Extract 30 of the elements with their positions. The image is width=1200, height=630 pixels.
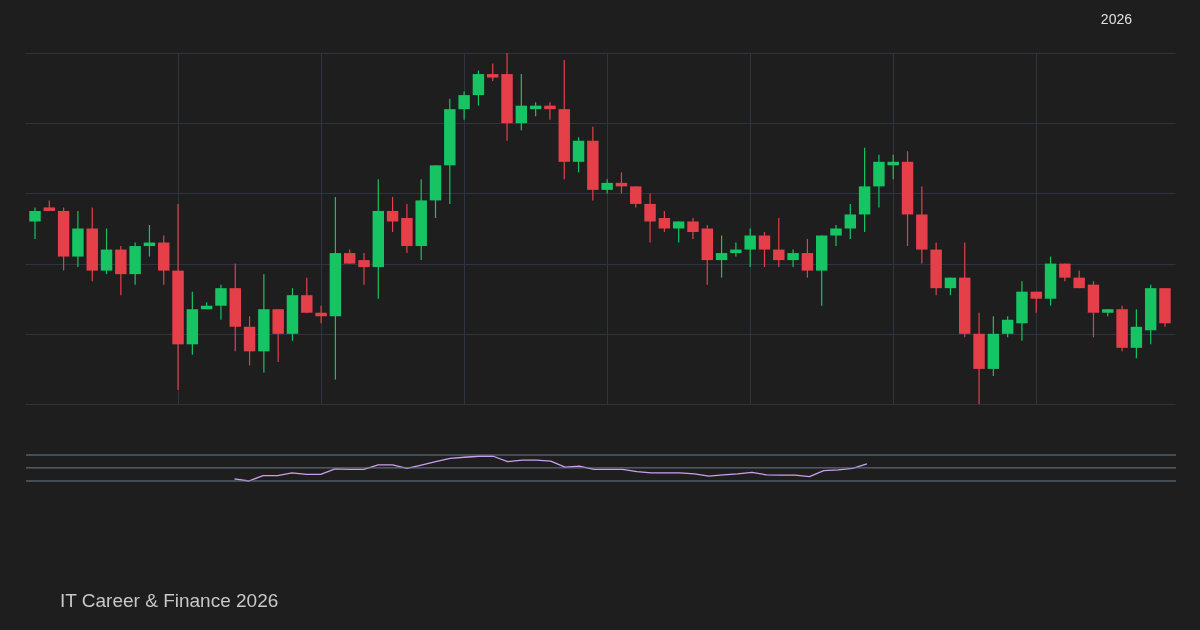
candlestick <box>715 234 728 279</box>
candlestick <box>572 136 585 173</box>
text: 2026 <box>1100 11 1132 27</box>
candlestick <box>830 224 842 247</box>
candlestick <box>787 248 799 268</box>
candlestick <box>544 101 556 121</box>
candlestick <box>630 185 642 209</box>
candlestick <box>29 206 41 240</box>
candlestick <box>100 227 113 275</box>
candlestick <box>758 231 771 268</box>
candlestick <box>644 192 656 244</box>
candlestick <box>1001 315 1014 338</box>
candlestick <box>515 73 528 131</box>
candlestick <box>844 203 857 240</box>
candlestick <box>215 284 227 321</box>
candlestick <box>658 210 671 233</box>
candlestick <box>315 305 327 324</box>
candlestick <box>358 252 370 286</box>
candlestick <box>301 277 313 314</box>
candlestick <box>773 217 785 268</box>
candlestick <box>801 238 814 279</box>
candlestick <box>730 241 742 258</box>
text: IT Career & Finance 2026 <box>60 590 279 612</box>
candlestick <box>1130 308 1143 359</box>
candlestick <box>687 217 699 240</box>
candlestick <box>672 220 685 244</box>
candlestick <box>458 91 470 121</box>
candlestick <box>472 69 485 107</box>
candlestick <box>386 196 399 233</box>
candlestick <box>744 227 756 268</box>
